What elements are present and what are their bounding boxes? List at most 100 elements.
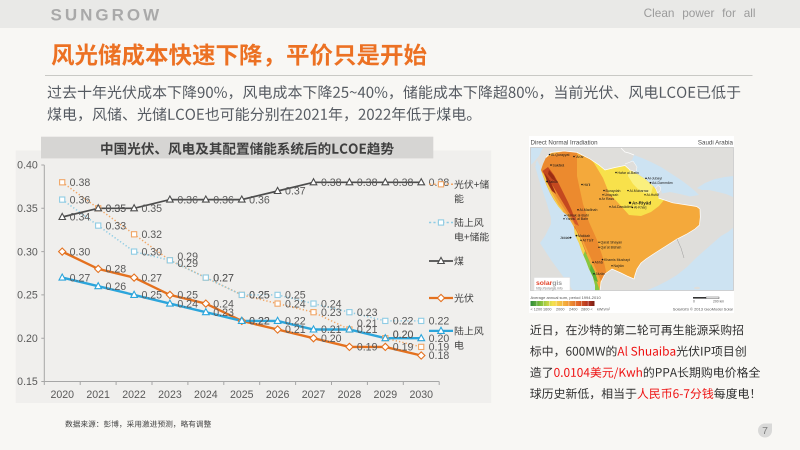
svg-text:Jāzān: Jāzān	[596, 272, 605, 276]
svg-text:0.38: 0.38	[357, 177, 378, 189]
svg-text:0.20: 0.20	[429, 333, 450, 345]
svg-text:0.22: 0.22	[249, 316, 270, 328]
svg-text:Ar Rass: Ar Rass	[602, 197, 615, 201]
svg-text:0.37: 0.37	[285, 186, 306, 198]
svg-text:0.20: 0.20	[321, 333, 342, 345]
svg-text:Al-Qurayyat: Al-Qurayyat	[551, 153, 570, 157]
svg-text:Ad-Dammām: Ad-Dammām	[652, 181, 673, 185]
svg-text:Hanak al-Bahr: Hanak al-Bahr	[567, 214, 590, 218]
svg-text:2021: 2021	[86, 389, 110, 401]
svg-text:Tabūk: Tabūk	[549, 180, 559, 184]
svg-text:SolarGIS © 2013 GeoModel Solar: SolarGIS © 2013 GeoModel Solar	[673, 307, 734, 312]
svg-text:Qarat Shayan: Qarat Shayan	[601, 241, 623, 245]
svg-text:0.35: 0.35	[141, 203, 162, 215]
svg-text:0.29: 0.29	[177, 251, 198, 263]
svg-text:0.25: 0.25	[249, 290, 270, 302]
svg-text:0.27: 0.27	[213, 272, 234, 284]
svg-text:0.38: 0.38	[70, 177, 91, 189]
svg-text:2023: 2023	[158, 389, 182, 401]
svg-text:0.15: 0.15	[17, 376, 38, 388]
svg-text:0.29: 0.29	[177, 258, 198, 270]
svg-text:2022: 2022	[122, 389, 146, 401]
svg-text:0.19: 0.19	[429, 342, 450, 354]
svg-text:Khamis Mushayt: Khamis Mushayt	[604, 258, 630, 262]
svg-text:0.38: 0.38	[321, 177, 342, 189]
svg-text:Qalʼat Bishah: Qalʼat Bishah	[601, 246, 622, 250]
svg-text:Ad-Dawādimī: Ad-Dawādimī	[612, 205, 633, 209]
svg-text:0.19: 0.19	[393, 342, 414, 354]
svg-text:0.23: 0.23	[321, 307, 342, 319]
svg-text:0.22: 0.22	[393, 316, 414, 328]
svg-text:0.40: 0.40	[17, 160, 38, 172]
svg-text:Unayzah: Unayzah	[605, 193, 619, 197]
svg-text:0.27: 0.27	[70, 272, 91, 284]
svg-text:200 km: 200 km	[713, 300, 724, 304]
svg-text:0.23: 0.23	[357, 307, 378, 319]
svg-text:0.21: 0.21	[357, 324, 378, 336]
svg-text:Ar-Riyād: Ar-Riyād	[632, 200, 651, 205]
svg-text:0.21: 0.21	[321, 324, 342, 336]
svg-text:solargis: solargis	[536, 280, 562, 287]
svg-text:Buraydah: Buraydah	[606, 189, 621, 193]
svg-text:Average annual sum, period 199: Average annual sum, period 1994-2010	[531, 295, 602, 300]
svg-text:0.24: 0.24	[177, 298, 198, 310]
svg-text:0.20: 0.20	[393, 329, 414, 341]
svg-text:Yanbuʼ al Bahr: Yanbuʼ al Bahr	[566, 217, 590, 221]
svg-text:2800 <: 2800 <	[581, 308, 594, 312]
svg-text:Direct Normal Irradiation: Direct Normal Irradiation	[531, 140, 599, 147]
svg-text:Makkah: Makkah	[578, 234, 590, 238]
svg-text:0.22: 0.22	[429, 316, 450, 328]
svg-text:At Tāʼif: At Tāʼif	[583, 239, 594, 243]
svg-text:2025: 2025	[230, 389, 254, 401]
svg-text:Al-Mubarraz: Al-Mubarraz	[630, 189, 649, 193]
svg-text:ʼArʼar: ʼArʼar	[576, 155, 585, 159]
svg-text:0.28: 0.28	[106, 264, 127, 276]
svg-text:0.25: 0.25	[17, 290, 38, 302]
svg-text:kWh/m²: kWh/m²	[597, 308, 611, 312]
svg-text:SUNGROW: SUNGROW	[51, 6, 163, 25]
svg-text:0.24: 0.24	[285, 298, 306, 310]
svg-text:0.35: 0.35	[17, 203, 38, 215]
svg-text:0.33: 0.33	[106, 220, 127, 232]
svg-text:1600: 1600	[543, 308, 551, 312]
svg-text:0.27: 0.27	[141, 272, 162, 284]
svg-text:0.26: 0.26	[106, 281, 127, 293]
svg-text:2024: 2024	[194, 389, 218, 401]
svg-text:Najrān: Najrān	[614, 264, 624, 268]
svg-text:0.19: 0.19	[357, 342, 378, 354]
svg-text:0.22: 0.22	[285, 316, 306, 328]
svg-text:2026: 2026	[266, 389, 290, 401]
svg-text:0.21: 0.21	[357, 318, 378, 330]
svg-text:0.30: 0.30	[70, 246, 91, 258]
svg-text:0.36: 0.36	[213, 194, 234, 206]
svg-text:0.23: 0.23	[213, 307, 234, 319]
svg-text:Al-Madīnah: Al-Madīnah	[580, 208, 598, 212]
svg-text:Al-Jubayl: Al-Jubayl	[648, 177, 663, 181]
svg-text:0.24: 0.24	[321, 298, 342, 310]
svg-text:7: 7	[762, 425, 768, 437]
svg-text:2000: 2000	[556, 308, 564, 312]
svg-text:Hafar al-Batin: Hafar al-Batin	[618, 171, 639, 175]
svg-text:0.36: 0.36	[177, 194, 198, 206]
svg-text:Clean power for all: Clean power for all	[644, 6, 756, 20]
svg-text:Hāʼil: Hāʼil	[584, 183, 591, 187]
svg-text:0.20: 0.20	[17, 333, 38, 345]
svg-text:2027: 2027	[302, 389, 326, 401]
svg-text:0.24: 0.24	[213, 298, 234, 310]
svg-text:0.32: 0.32	[141, 229, 162, 241]
svg-text:0.30: 0.30	[17, 246, 38, 258]
svg-text:Al-Hufūf: Al-Hufūf	[647, 193, 660, 197]
svg-text:0.36: 0.36	[249, 194, 270, 206]
svg-text:0.35: 0.35	[106, 203, 127, 215]
svg-text:0.25: 0.25	[249, 290, 270, 302]
svg-text:< 1200: < 1200	[531, 308, 543, 312]
svg-text:Sakākā: Sakākā	[553, 163, 565, 167]
svg-text:0.35: 0.35	[106, 203, 127, 215]
svg-text:0.25: 0.25	[141, 290, 162, 302]
svg-text:http://solargis.info: http://solargis.info	[536, 286, 563, 290]
svg-text:0.22: 0.22	[249, 316, 270, 328]
svg-text:0.34: 0.34	[70, 212, 91, 224]
svg-text:2400: 2400	[569, 308, 577, 312]
svg-text:0: 0	[693, 300, 695, 304]
svg-text:Abhā: Abhā	[595, 261, 603, 265]
